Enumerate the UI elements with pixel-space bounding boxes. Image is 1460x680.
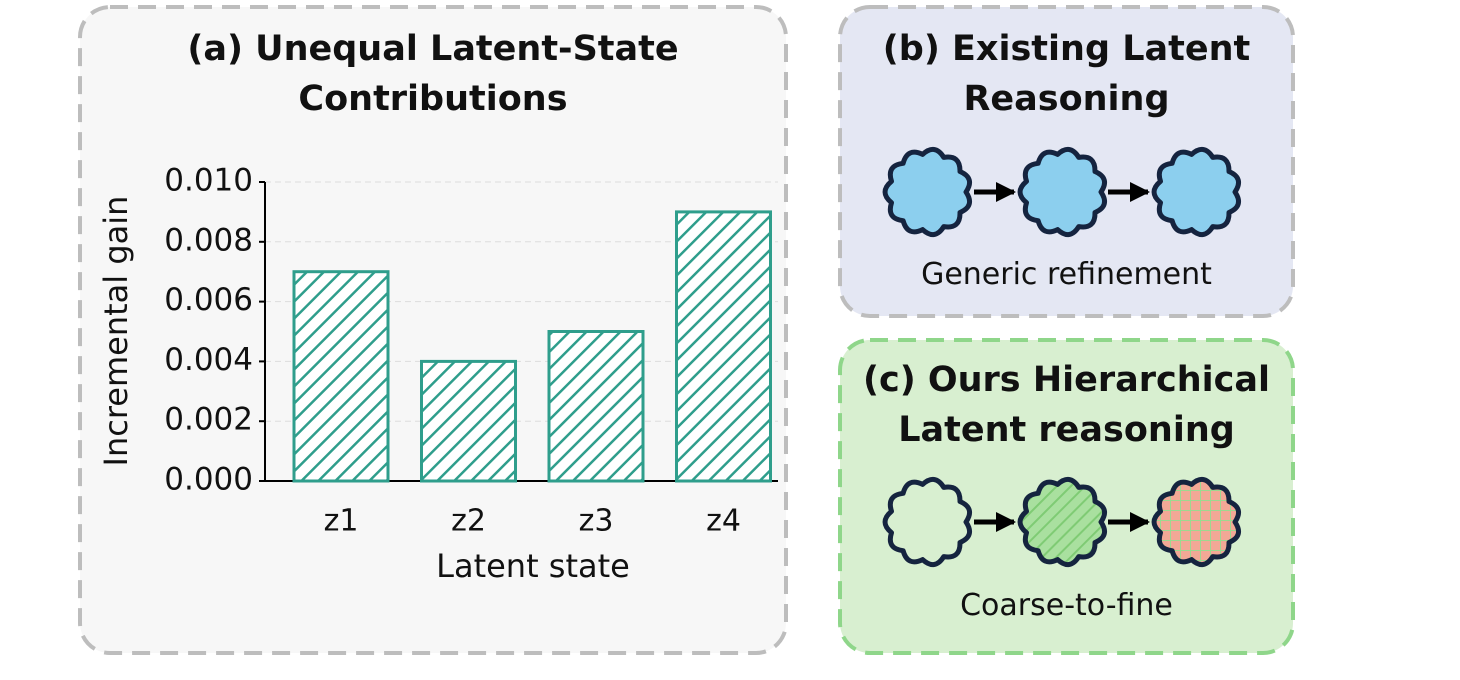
x-tick-label: z2: [451, 504, 486, 539]
panel-b-title: (b) Existing Latent Reasoning: [882, 29, 1251, 119]
panel-c-caption: Coarse-to-fine: [960, 588, 1173, 623]
y-tick-label: 0.004: [164, 342, 253, 378]
bar: [675, 210, 772, 483]
cloud: [1151, 477, 1242, 567]
arrows: [974, 182, 1150, 532]
panel-a: [78, 5, 788, 655]
y-tick-label: 0.002: [164, 402, 253, 438]
y-tick-label: 0.006: [164, 282, 253, 318]
x-tick-label: z4: [706, 504, 741, 539]
cloud: [882, 477, 973, 567]
y-tick-label: 0.008: [164, 222, 253, 258]
panel-b-caption: Generic refinement: [921, 257, 1212, 292]
bar: [547, 330, 645, 483]
y-tick-label: 0.000: [164, 462, 253, 498]
x-tick-label: z3: [579, 504, 614, 539]
cloud: [1017, 147, 1108, 237]
x-tick-label: z1: [324, 504, 359, 539]
chart-title: (a) Unequal Latent-State Contributions: [187, 29, 679, 119]
cloud: [882, 147, 973, 237]
bar: [420, 359, 517, 483]
y-tick-label: 0.010: [164, 163, 253, 199]
y-axis-label: Incremental gain: [97, 196, 135, 467]
x-axis-label: Latent state: [436, 547, 630, 585]
panel-c-title: (c) Ours Hierarchical Latent reasoning: [862, 360, 1271, 450]
bar: [292, 270, 390, 483]
cloud: [1017, 477, 1108, 567]
cloud: [1151, 147, 1242, 237]
